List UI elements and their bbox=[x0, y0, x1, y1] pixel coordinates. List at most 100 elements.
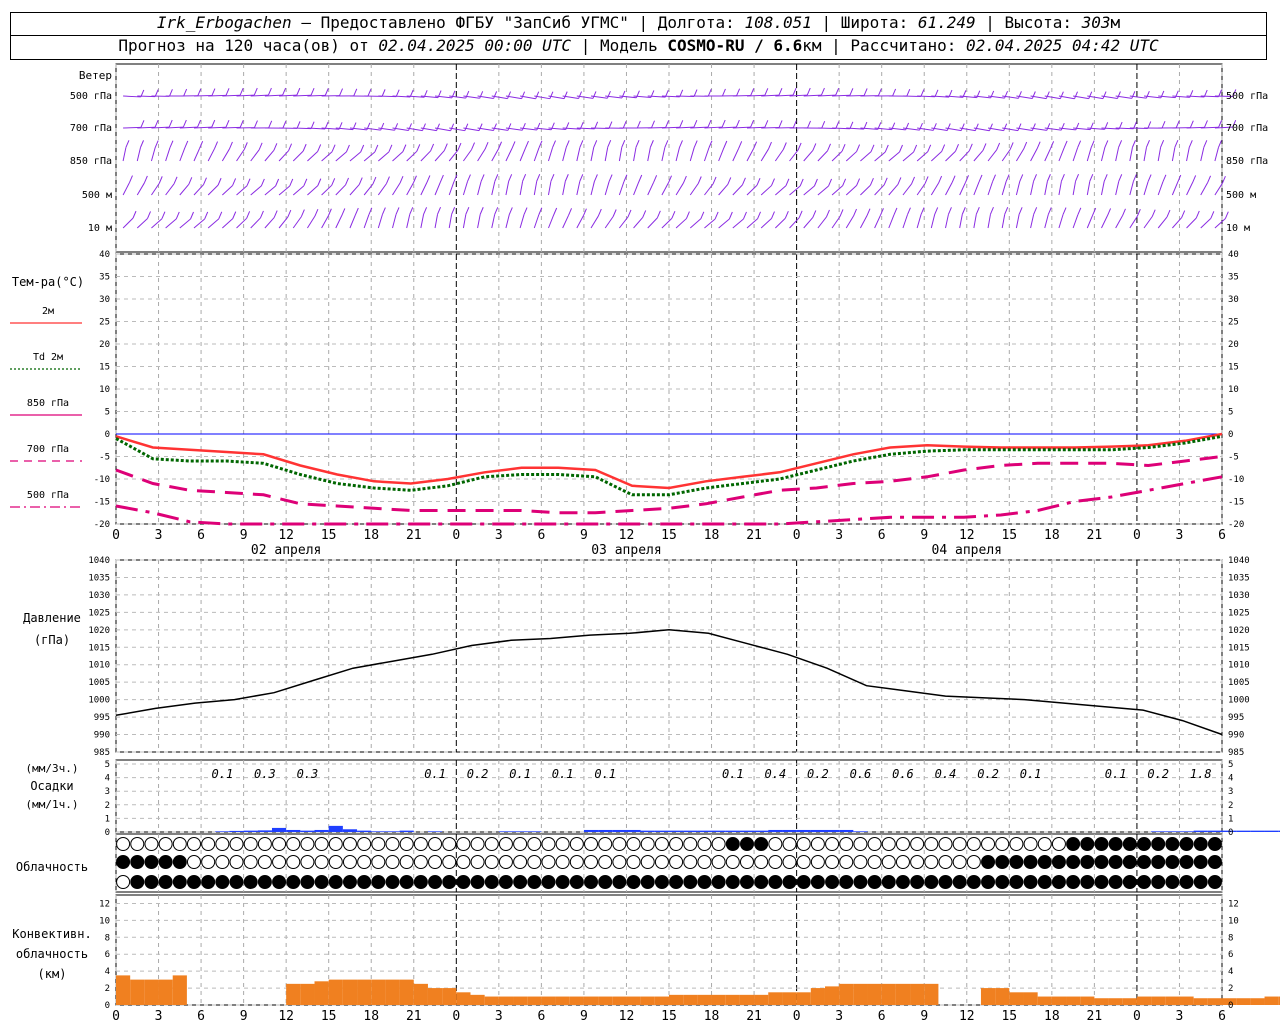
cloud-symbol bbox=[314, 837, 329, 851]
wind-barb bbox=[547, 147, 554, 162]
wind-barb bbox=[931, 127, 948, 131]
wind-barb-feather bbox=[932, 123, 937, 131]
wind-barb bbox=[448, 214, 453, 229]
wind-barb bbox=[292, 185, 305, 196]
wind-barb bbox=[136, 182, 145, 196]
wind-barb bbox=[1186, 95, 1205, 98]
conv-bar bbox=[796, 992, 811, 1005]
temp-legend-label: 700 гПа bbox=[27, 444, 69, 455]
wind-barb-feather bbox=[920, 89, 925, 97]
cloud-symbol bbox=[286, 837, 301, 851]
wind-barb-feather bbox=[721, 119, 726, 128]
conv-bar bbox=[669, 994, 684, 1005]
wind-barb bbox=[548, 127, 566, 130]
wind-barb bbox=[278, 185, 291, 196]
cloud-symbol bbox=[272, 837, 287, 851]
wind-barb-feather bbox=[1003, 123, 1008, 131]
wind-barb-feather bbox=[211, 88, 216, 96]
wind-barb-feather bbox=[521, 123, 526, 131]
temp-ytick-left: 5 bbox=[105, 408, 110, 418]
altitude-value: 303 bbox=[1081, 13, 1111, 32]
wind-barb bbox=[1171, 217, 1183, 229]
conv-bar bbox=[371, 979, 386, 1005]
cloud-symbol bbox=[1009, 837, 1024, 851]
precip-bar bbox=[1278, 830, 1280, 832]
cloud-symbol bbox=[1094, 855, 1109, 869]
wind-barb bbox=[888, 151, 900, 162]
wind-barb bbox=[874, 151, 886, 162]
temp-ytick-right: 5 bbox=[1228, 408, 1233, 418]
cloud-symbol bbox=[229, 855, 244, 869]
wind-barb bbox=[930, 182, 940, 196]
cloud-symbol bbox=[1037, 837, 1052, 851]
cloud-symbol bbox=[243, 837, 258, 851]
cloud-symbol bbox=[229, 875, 244, 889]
conv-bar bbox=[456, 992, 471, 1005]
wind-barb bbox=[789, 149, 799, 162]
wind-barb-feather bbox=[806, 87, 811, 96]
temp-ytick-left: 35 bbox=[99, 273, 110, 283]
wind-barb-feather bbox=[736, 88, 741, 96]
wind-barb-feather bbox=[507, 91, 512, 99]
longitude-value: 108.051 bbox=[744, 13, 812, 32]
wind-barb-feather bbox=[199, 141, 204, 149]
temp-ytick-right: -5 bbox=[1228, 453, 1239, 463]
wind-barb bbox=[1058, 147, 1065, 162]
cloud-symbol bbox=[1009, 875, 1024, 889]
wind-barb bbox=[1157, 147, 1162, 162]
wind-barb bbox=[505, 181, 510, 196]
cloud-symbol bbox=[1051, 837, 1066, 851]
cloud-symbol bbox=[413, 855, 428, 869]
wind-barb bbox=[548, 95, 565, 100]
cloud-symbol bbox=[569, 855, 584, 869]
cloud-symbol bbox=[428, 855, 443, 869]
wind-barb bbox=[1129, 147, 1133, 162]
wind-barb-feather bbox=[682, 175, 687, 184]
hour-tick: 21 bbox=[406, 528, 422, 543]
hour-tick-bottom: 21 bbox=[406, 1009, 422, 1024]
wind-barb bbox=[392, 95, 411, 98]
hour-tick: 6 bbox=[1218, 528, 1226, 543]
cloud-symbol bbox=[881, 855, 896, 869]
cloud-symbol bbox=[867, 875, 882, 889]
conv-ytick-right: 10 bbox=[1228, 916, 1239, 926]
wind-barb-feather bbox=[1181, 210, 1186, 218]
precip-label: 0.2 bbox=[467, 767, 489, 781]
wind-barb-feather bbox=[714, 211, 719, 220]
wind-barb-feather bbox=[756, 178, 761, 186]
latitude-label: | Широта: bbox=[811, 13, 918, 32]
cloud-symbol bbox=[598, 837, 613, 851]
wind-barb-feather bbox=[345, 144, 350, 153]
wind-barb-feather bbox=[416, 144, 421, 152]
wind-barb-feather bbox=[1060, 122, 1065, 131]
wind-barb-feather bbox=[1147, 174, 1152, 182]
conv-ytick-left: 0 bbox=[105, 1001, 110, 1011]
wind-barb-feather bbox=[197, 119, 201, 128]
precip-bar bbox=[271, 827, 287, 832]
cloud-symbol bbox=[654, 837, 669, 851]
cloud-symbol bbox=[754, 855, 769, 869]
pressure-ytick-left: 1030 bbox=[88, 591, 110, 601]
wind-level-left: 700 гПа bbox=[70, 123, 112, 134]
cloud-symbol bbox=[754, 875, 769, 889]
precip-bar bbox=[286, 829, 301, 832]
cloud-symbol bbox=[1023, 837, 1038, 851]
wind-barb bbox=[973, 95, 991, 99]
cloud-symbol bbox=[484, 855, 499, 869]
wind-barb bbox=[136, 218, 148, 229]
pressure-ytick-left: 1020 bbox=[88, 626, 110, 636]
wind-barb bbox=[406, 214, 411, 229]
wind-barb bbox=[732, 184, 743, 196]
wind-barb bbox=[151, 183, 160, 196]
pressure-ytick-left: 995 bbox=[94, 713, 110, 723]
wind-barb-feather bbox=[842, 178, 847, 186]
wind-barb-feather bbox=[636, 120, 641, 129]
cloud-symbol bbox=[413, 875, 428, 889]
cloud-symbol bbox=[910, 855, 925, 869]
wind-barb-feather bbox=[820, 87, 825, 96]
wind-barb bbox=[1087, 95, 1104, 100]
cloud-symbol bbox=[1207, 837, 1222, 851]
wind-barb-feather bbox=[934, 207, 939, 215]
cloud-symbol bbox=[130, 875, 145, 889]
wind-barb bbox=[292, 216, 302, 229]
